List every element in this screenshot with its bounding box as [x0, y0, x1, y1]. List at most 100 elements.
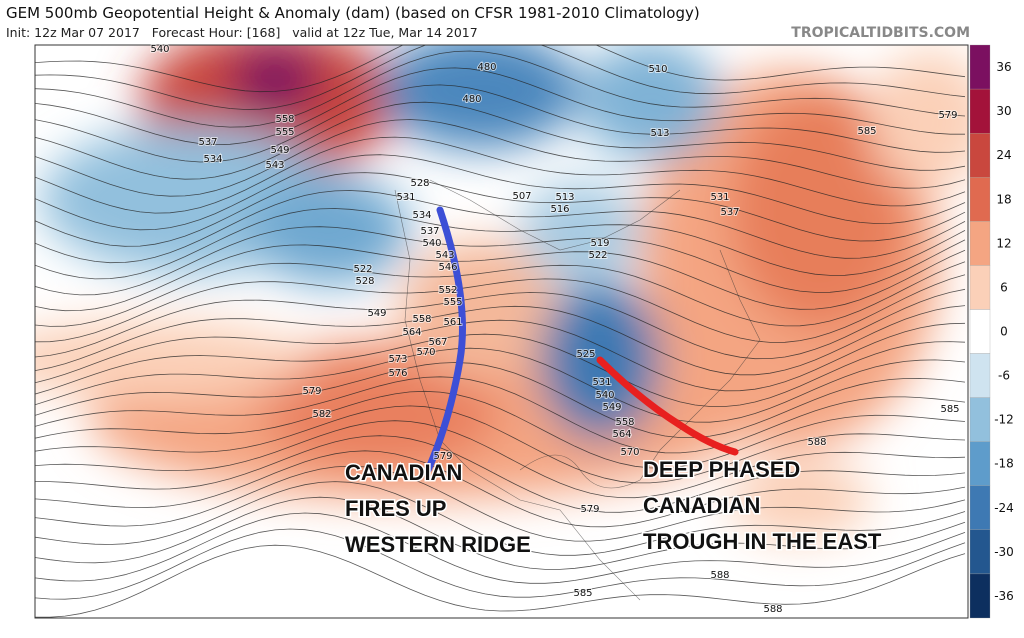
contour-label: 579 — [938, 110, 957, 121]
colorbar-tick-label: -12 — [994, 413, 1014, 427]
colorbar-tick-label: 12 — [996, 236, 1011, 250]
coastlines — [394, 179, 761, 601]
annotation: CANADIAN — [345, 460, 462, 485]
contour-label: 588 — [710, 570, 729, 581]
contour-label: 537 — [420, 226, 439, 237]
contour-line — [35, 376, 966, 454]
contour-label: 546 — [438, 262, 457, 273]
contour-line — [35, 67, 965, 146]
colorbar-tick-label: -18 — [994, 457, 1014, 471]
contour-line — [35, 435, 966, 513]
contour-label: 570 — [620, 447, 639, 458]
colorbar-tick-label: 36 — [996, 60, 1011, 74]
contour-label: 585 — [857, 126, 876, 137]
contour-label: 579 — [302, 386, 321, 397]
colorbar-swatch — [969, 221, 991, 266]
title: GEM 500mb Geopotential Height & Anomaly … — [6, 4, 700, 22]
contour-label: 534 — [203, 154, 222, 165]
contour-label: 513 — [650, 128, 669, 139]
contour-label: 543 — [435, 250, 454, 261]
colorbar-tick-label: -30 — [994, 545, 1014, 559]
colorbar-swatch — [969, 397, 991, 442]
contour-label: 561 — [443, 317, 462, 328]
contour-label: 552 — [438, 285, 457, 296]
contour-label: 573 — [388, 354, 407, 365]
contour-line — [35, 544, 966, 618]
annotation: TROUGH IN THE EAST — [643, 529, 882, 554]
colorbar-swatch — [969, 485, 991, 530]
contour-line — [35, 362, 966, 438]
colorbar-swatch — [969, 177, 991, 222]
colorbar-tick-label: 6 — [1000, 280, 1008, 294]
contour-label: 540 — [422, 238, 441, 249]
annotation: CANADIAN — [643, 493, 760, 518]
contour-line — [35, 45, 966, 93]
contour-label: 537 — [198, 137, 217, 148]
colorbar-tick-label: -36 — [994, 589, 1014, 603]
colorbar-tick-label: 30 — [996, 104, 1011, 118]
contour-line — [35, 528, 966, 600]
contour-line — [35, 84, 966, 163]
contour-line — [35, 333, 966, 407]
contour-label: 507 — [512, 191, 531, 202]
contour-line — [35, 496, 966, 570]
colorbar-swatch — [969, 44, 991, 90]
contour-label: 537 — [720, 207, 739, 218]
contour-label: 555 — [275, 127, 294, 138]
contour-label: 582 — [312, 409, 331, 420]
contour-line — [35, 119, 966, 197]
contour-label: 531 — [710, 192, 729, 203]
contour-line — [35, 305, 966, 376]
colorbar-swatch — [969, 441, 991, 486]
contour-line — [35, 136, 966, 214]
contour-line — [35, 45, 966, 110]
contour-label: 522 — [353, 264, 372, 275]
contour-label: 519 — [590, 238, 609, 249]
ridge-axis — [424, 206, 466, 474]
subtitle: Init: 12z Mar 07 2017 Forecast Hour: [16… — [6, 25, 478, 40]
contour-line — [35, 512, 966, 584]
contour-line — [35, 319, 966, 392]
colorbar-swatch — [969, 309, 991, 354]
contour-line — [35, 347, 966, 423]
contour-line — [35, 208, 966, 280]
colorbar-swatch — [969, 133, 991, 178]
contour-line — [35, 481, 966, 556]
contour-label: 531 — [592, 377, 611, 388]
colorbar-swatch — [969, 265, 991, 310]
colorbar-tick-label: 24 — [996, 148, 1011, 162]
annotation: WESTERN RIDGE — [345, 532, 531, 557]
contour-label: 576 — [388, 368, 407, 379]
contour-label: 513 — [555, 192, 574, 203]
contour-label: 558 — [275, 114, 294, 125]
contour-line — [35, 390, 966, 469]
contour-label: 588 — [807, 437, 826, 448]
contour-line — [35, 226, 966, 296]
contour-line — [35, 450, 966, 528]
contour-label: 564 — [612, 429, 631, 440]
map — [35, 45, 968, 618]
colorbar-swatch — [969, 529, 991, 575]
colorbar-swatch — [969, 88, 991, 134]
contour-label: 564 — [402, 327, 421, 338]
colorbar: 36 30 24 18 12 6 0 -6 -12 -18 -24 -30 -36 — [969, 44, 1014, 619]
contour-label: 528 — [410, 178, 429, 189]
colorbar-swatch — [969, 573, 991, 619]
contour-line — [35, 465, 966, 542]
contour-label: 480 — [462, 94, 481, 105]
annotation: DEEP PHASED — [643, 457, 800, 482]
contour-label: 480 — [477, 62, 496, 73]
anomaly-field — [35, 45, 968, 540]
contour-line — [35, 288, 966, 360]
colorbar-tick-label: -6 — [998, 369, 1010, 383]
contour-label: 558 — [412, 314, 431, 325]
contour-label: 588 — [763, 604, 782, 615]
contour-label: 516 — [550, 204, 569, 215]
colorbar-tick-label: -24 — [994, 501, 1014, 515]
contour-line — [35, 405, 966, 484]
contour-label: 585 — [940, 404, 959, 415]
contour-line — [35, 101, 966, 180]
contour-label: 540 — [150, 44, 169, 55]
contour-label: 579 — [433, 451, 452, 462]
